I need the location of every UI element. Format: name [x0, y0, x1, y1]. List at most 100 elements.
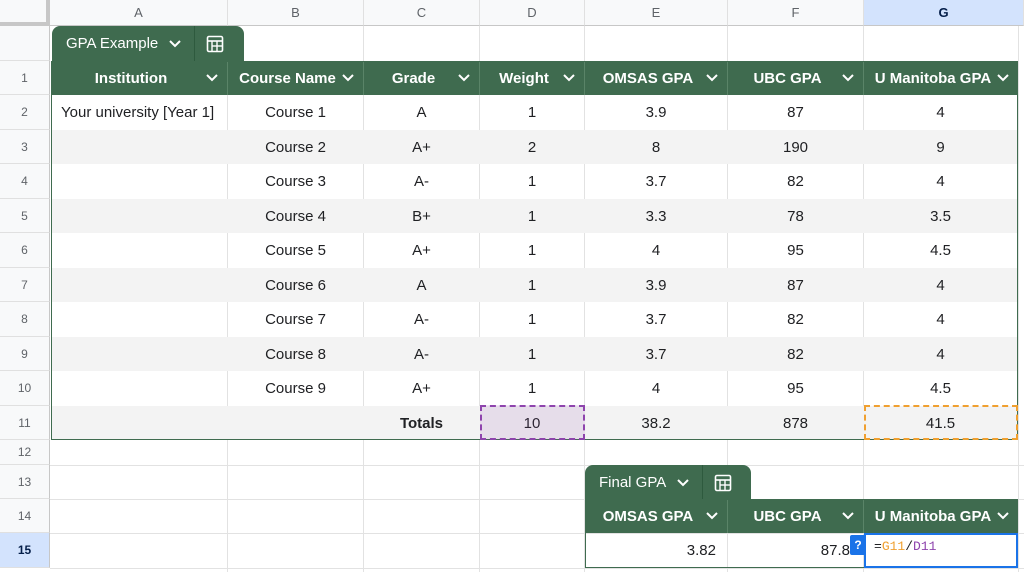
weight-cell[interactable]: 1: [527, 104, 537, 121]
row-header-2[interactable]: 2: [0, 95, 50, 130]
column-header-f[interactable]: F: [728, 0, 864, 26]
u-manitoba-gpa-cell[interactable]: 4: [936, 104, 945, 121]
u-manitoba-gpa-cell[interactable]: 4: [936, 173, 945, 190]
header-u-manitoba-gpa[interactable]: U Manitoba GPA: [864, 499, 1018, 533]
course-name-cell[interactable]: Course 8: [265, 345, 326, 363]
chevron-down-icon[interactable]: [705, 509, 719, 523]
omsas-gpa-cell[interactable]: 3.3: [645, 207, 667, 225]
ubc-gpa-cell[interactable]: 82: [787, 311, 804, 328]
totals-blank-cell[interactable]: [51, 406, 228, 440]
grade-cell[interactable]: A: [416, 276, 427, 294]
weight-cell[interactable]: 2: [527, 138, 537, 156]
row-header-12[interactable]: 12: [0, 440, 50, 465]
institution-cell[interactable]: [51, 164, 228, 199]
header-institution[interactable]: Institution: [51, 61, 228, 95]
u-manitoba-gpa-cell[interactable]: 4: [936, 345, 945, 363]
table-icon[interactable]: [703, 474, 743, 492]
header-omsas-gpa[interactable]: OMSAS GPA: [585, 499, 728, 533]
row-header-1[interactable]: 1: [0, 61, 50, 95]
weight-cell[interactable]: 1: [527, 242, 537, 259]
active-cell-editor[interactable]: = G11/D11: [864, 533, 1018, 568]
row-header-5[interactable]: 5: [0, 199, 50, 233]
header-grade[interactable]: Grade: [364, 61, 480, 95]
header-weight[interactable]: Weight: [480, 61, 585, 95]
final-ubc-gpa-cell[interactable]: 87.8: [728, 533, 850, 568]
omsas-gpa-cell[interactable]: 3.9: [645, 104, 667, 121]
column-header-b[interactable]: B: [228, 0, 364, 26]
institution-cell[interactable]: [51, 199, 228, 233]
ubc-gpa-cell[interactable]: 95: [787, 242, 804, 259]
grade-cell[interactable]: A-: [414, 173, 429, 190]
column-header-g[interactable]: G: [864, 0, 1024, 26]
u-manitoba-gpa-cell[interactable]: 3.5: [930, 207, 951, 225]
total-weight-cell[interactable]: 10: [523, 414, 541, 432]
course-name-cell[interactable]: Course 9: [265, 380, 326, 397]
course-name-cell[interactable]: Course 6: [265, 276, 326, 294]
omsas-gpa-cell[interactable]: 3.7: [645, 311, 667, 328]
omsas-gpa-cell[interactable]: 3.7: [645, 345, 667, 363]
ubc-gpa-cell[interactable]: 82: [787, 173, 804, 190]
u-manitoba-gpa-cell[interactable]: 4: [936, 276, 945, 294]
grade-cell[interactable]: A: [416, 104, 427, 121]
ubc-gpa-cell[interactable]: 87: [787, 276, 804, 294]
course-name-cell[interactable]: Course 3: [265, 173, 326, 190]
weight-cell[interactable]: 1: [527, 311, 537, 328]
column-header-c[interactable]: C: [364, 0, 480, 26]
row-header-6[interactable]: 6: [0, 233, 50, 268]
institution-cell[interactable]: [51, 302, 228, 337]
chevron-down-icon[interactable]: [676, 476, 690, 490]
header-ubc-gpa[interactable]: UBC GPA: [728, 499, 864, 533]
table-chip-final-gpa[interactable]: Final GPA: [585, 465, 751, 500]
course-name-cell[interactable]: Course 4: [265, 207, 326, 225]
header-u-manitoba-gpa[interactable]: U Manitoba GPA: [864, 61, 1018, 95]
row-header-14[interactable]: 14: [0, 499, 50, 533]
header-omsas-gpa[interactable]: OMSAS GPA: [585, 61, 728, 95]
totals-label-cell[interactable]: Totals: [399, 414, 444, 432]
u-manitoba-gpa-cell[interactable]: 4.5: [930, 242, 951, 259]
row-header-9[interactable]: 9: [0, 337, 50, 371]
omsas-gpa-cell[interactable]: 4: [651, 242, 661, 259]
u-manitoba-gpa-cell[interactable]: 4: [936, 311, 945, 328]
table-icon[interactable]: [195, 35, 235, 53]
weight-cell[interactable]: 1: [527, 345, 537, 363]
row-header-15[interactable]: 15: [0, 533, 50, 568]
ubc-gpa-cell[interactable]: 78: [787, 207, 804, 225]
column-header-e[interactable]: E: [585, 0, 728, 26]
ubc-gpa-cell[interactable]: 95: [787, 380, 804, 397]
grade-cell[interactable]: A-: [414, 345, 429, 363]
header-ubc-gpa[interactable]: UBC GPA: [728, 61, 864, 95]
grade-cell[interactable]: A+: [412, 242, 431, 259]
chevron-down-icon[interactable]: [841, 71, 855, 85]
ubc-gpa-cell[interactable]: 87: [787, 104, 804, 121]
row-header-7[interactable]: 7: [0, 268, 50, 302]
select-all-corner[interactable]: [0, 0, 50, 26]
course-name-cell[interactable]: Course 2: [265, 138, 326, 156]
omsas-gpa-cell[interactable]: 3.9: [645, 276, 667, 294]
chevron-down-icon[interactable]: [996, 71, 1010, 85]
u-manitoba-gpa-cell[interactable]: 9: [936, 138, 945, 156]
formula-help-button[interactable]: ?: [850, 535, 866, 555]
totals-blank-cell[interactable]: [228, 406, 364, 440]
course-name-cell[interactable]: Course 7: [265, 311, 326, 328]
course-name-cell[interactable]: Course 5: [265, 242, 326, 259]
weight-cell[interactable]: 1: [527, 276, 537, 294]
weight-cell[interactable]: 1: [527, 173, 537, 190]
chevron-down-icon[interactable]: [341, 71, 355, 85]
omsas-gpa-cell[interactable]: 8: [651, 138, 661, 156]
omsas-gpa-cell[interactable]: 4: [651, 380, 661, 397]
table-chip-gpa-example[interactable]: GPA Example: [52, 26, 244, 61]
u-manitoba-gpa-cell[interactable]: 4.5: [930, 380, 951, 397]
institution-cell[interactable]: [51, 268, 228, 302]
institution-cell[interactable]: [51, 130, 228, 164]
course-name-cell[interactable]: Course 1: [265, 104, 326, 121]
chevron-down-icon[interactable]: [205, 71, 219, 85]
total-manitoba-cell[interactable]: 41.5: [925, 414, 956, 432]
chevron-down-icon[interactable]: [841, 509, 855, 523]
institution-cell[interactable]: [51, 233, 228, 268]
row-header-3[interactable]: 3: [0, 130, 50, 164]
institution-cell[interactable]: [51, 337, 228, 371]
final-omsas-gpa-cell[interactable]: 3.82: [585, 533, 728, 568]
institution-cell[interactable]: Your university [Year 1]: [61, 104, 215, 121]
header-course-name[interactable]: Course Name: [228, 61, 364, 95]
chevron-down-icon[interactable]: [168, 37, 182, 51]
